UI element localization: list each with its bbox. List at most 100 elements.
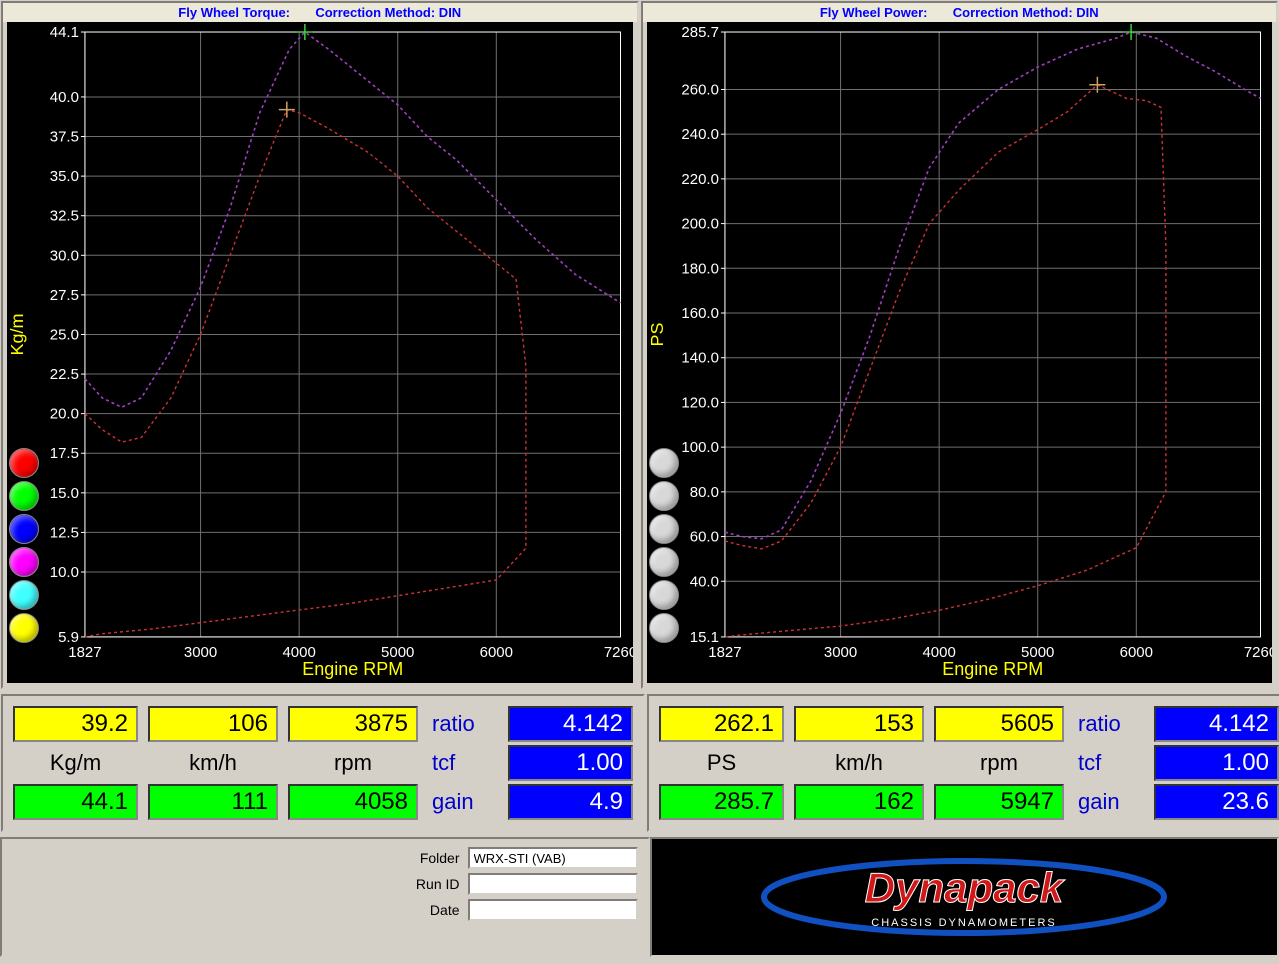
info-panel: Folder Run ID Date	[0, 837, 650, 957]
power-gain-label: gain	[1074, 789, 1144, 815]
power-run2-rpm: 5947	[934, 784, 1064, 820]
folder-label: Folder	[404, 850, 460, 866]
svg-text:200.0: 200.0	[681, 216, 719, 233]
ratio-label: ratio	[428, 711, 498, 737]
svg-text:6000: 6000	[1119, 644, 1152, 661]
svg-text:Dynapack: Dynapack	[865, 864, 1066, 911]
svg-text:37.5: 37.5	[50, 129, 79, 146]
power-run2-speed: 162	[794, 784, 924, 820]
svg-text:180.0: 180.0	[681, 260, 719, 277]
torque-svg: 5.910.012.515.017.520.022.525.027.530.03…	[7, 22, 633, 683]
svg-text:3000: 3000	[184, 644, 217, 661]
torque-speed-unit-label: km/h	[148, 750, 278, 776]
power-run1-rpm: 5605	[934, 706, 1064, 742]
tcf-label: tcf	[428, 750, 498, 776]
color-dot[interactable]	[9, 613, 39, 643]
color-dot[interactable]	[9, 547, 39, 577]
power-tcf-value: 1.00	[1154, 745, 1279, 781]
torque-run2-speed: 111	[148, 784, 278, 820]
torque-ratio-value: 4.142	[508, 706, 633, 742]
svg-text:Kg/m: Kg/m	[7, 313, 27, 355]
power-speed-unit-label: km/h	[794, 750, 924, 776]
color-dot[interactable]	[9, 481, 39, 511]
power-header: Fly Wheel Power: Correction Method: DIN	[643, 3, 1277, 22]
date-input[interactable]	[468, 899, 638, 921]
svg-text:40.0: 40.0	[50, 89, 79, 106]
date-label: Date	[404, 902, 460, 918]
runid-input[interactable]	[468, 873, 638, 895]
power-ratio-label: ratio	[1074, 711, 1144, 737]
power-ratio-value: 4.142	[1154, 706, 1279, 742]
torque-chart[interactable]: 5.910.012.515.017.520.022.525.027.530.03…	[7, 22, 633, 683]
svg-text:17.5: 17.5	[50, 445, 79, 462]
svg-text:120.0: 120.0	[681, 394, 719, 411]
torque-run2-rpm: 4058	[288, 784, 418, 820]
svg-text:1827: 1827	[708, 644, 741, 661]
power-header-label: Fly Wheel Power:	[820, 5, 928, 20]
svg-text:Engine RPM: Engine RPM	[302, 659, 403, 679]
svg-text:Engine RPM: Engine RPM	[942, 659, 1043, 679]
power-unit-label: PS	[659, 750, 784, 776]
power-rpm-unit-label: rpm	[934, 750, 1064, 776]
svg-text:220.0: 220.0	[681, 171, 719, 188]
runid-label: Run ID	[404, 876, 460, 892]
torque-chart-panel: Fly Wheel Torque: Correction Method: DIN…	[1, 1, 639, 689]
color-dot[interactable]	[649, 481, 679, 511]
svg-text:44.1: 44.1	[50, 24, 79, 41]
torque-readout-panel: 39.2 106 3875 ratio 4.142 Kg/m km/h rpm …	[1, 694, 645, 832]
svg-text:6000: 6000	[480, 644, 513, 661]
torque-color-legend	[9, 448, 39, 643]
color-dot[interactable]	[649, 514, 679, 544]
torque-rpm-unit-label: rpm	[288, 750, 418, 776]
folder-input[interactable]	[468, 847, 638, 869]
svg-text:CHASSIS DYNAMOMETERS: CHASSIS DYNAMOMETERS	[872, 917, 1057, 929]
torque-gain-value: 4.9	[508, 784, 633, 820]
power-tcf-label: tcf	[1074, 750, 1144, 776]
torque-header-label: Fly Wheel Torque:	[178, 5, 290, 20]
svg-text:25.0: 25.0	[50, 326, 79, 343]
power-svg: 15.140.060.080.0100.0120.0140.0160.0180.…	[647, 22, 1273, 683]
power-color-legend	[649, 448, 679, 643]
torque-correction-label: Correction Method: DIN	[315, 5, 461, 20]
color-dot[interactable]	[9, 448, 39, 478]
color-dot[interactable]	[649, 547, 679, 577]
logo-panel: Dynapack CHASSIS DYNAMOMETERS	[650, 837, 1279, 957]
color-dot[interactable]	[649, 580, 679, 610]
svg-text:20.0: 20.0	[50, 406, 79, 423]
power-chart[interactable]: 15.140.060.080.0100.0120.0140.0160.0180.…	[647, 22, 1273, 683]
color-dot[interactable]	[9, 514, 39, 544]
power-gain-value: 23.6	[1154, 784, 1279, 820]
power-chart-panel: Fly Wheel Power: Correction Method: DIN …	[641, 1, 1279, 689]
color-dot[interactable]	[649, 448, 679, 478]
svg-text:100.0: 100.0	[681, 439, 719, 456]
power-readout-panel: 262.1 153 5605 ratio 4.142 PS km/h rpm t…	[647, 694, 1279, 832]
svg-text:15.0: 15.0	[50, 485, 79, 502]
svg-text:60.0: 60.0	[689, 529, 718, 546]
svg-text:10.0: 10.0	[50, 564, 79, 581]
power-correction-label: Correction Method: DIN	[953, 5, 1099, 20]
torque-header: Fly Wheel Torque: Correction Method: DIN	[3, 3, 637, 22]
color-dot[interactable]	[9, 580, 39, 610]
gain-label: gain	[428, 789, 498, 815]
svg-text:1827: 1827	[68, 644, 101, 661]
svg-text:285.7: 285.7	[681, 24, 719, 41]
torque-run1-speed: 106	[148, 706, 278, 742]
svg-text:35.0: 35.0	[50, 168, 79, 185]
svg-text:160.0: 160.0	[681, 305, 719, 322]
torque-unit-label: Kg/m	[13, 750, 138, 776]
svg-text:32.5: 32.5	[50, 208, 79, 225]
svg-text:30.0: 30.0	[50, 247, 79, 264]
svg-text:80.0: 80.0	[689, 484, 718, 501]
svg-text:7260: 7260	[604, 644, 633, 661]
torque-tcf-value: 1.00	[508, 745, 633, 781]
svg-text:22.5: 22.5	[50, 366, 79, 383]
svg-text:140.0: 140.0	[681, 350, 719, 367]
svg-text:PS: PS	[647, 322, 667, 346]
torque-run2-value: 44.1	[13, 784, 138, 820]
dynapack-logo: Dynapack CHASSIS DYNAMOMETERS	[754, 852, 1174, 942]
svg-text:240.0: 240.0	[681, 126, 719, 143]
power-run2-value: 285.7	[659, 784, 784, 820]
svg-text:3000: 3000	[823, 644, 856, 661]
color-dot[interactable]	[649, 613, 679, 643]
power-run1-value: 262.1	[659, 706, 784, 742]
